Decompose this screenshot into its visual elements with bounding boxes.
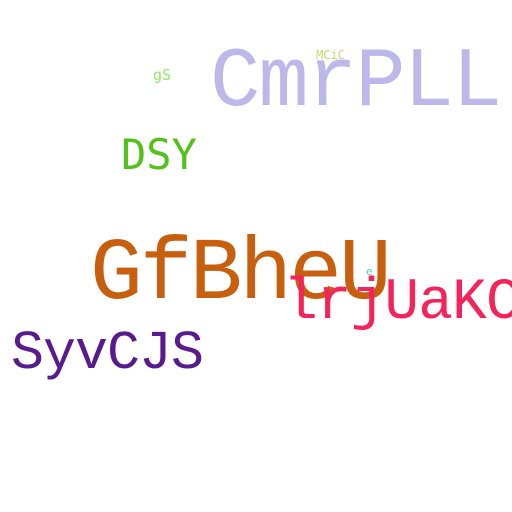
word-lrjuakcs: lrjUaKCs [283,271,512,336]
word-e: e [366,265,373,278]
word-syvcjs: SyvCJS [11,322,204,385]
word-gs: gS [153,66,172,84]
word-cmrpll: CmrPLL [210,36,502,131]
word-dsy: DSY [121,130,197,179]
word-gfbheu: GfBheU [90,226,392,325]
word-mcic: MCiC [316,48,345,62]
